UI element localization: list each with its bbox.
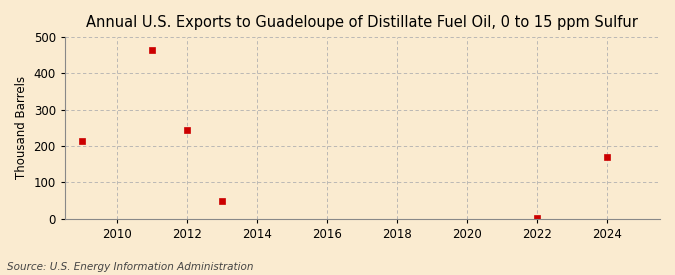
Text: Source: U.S. Energy Information Administration: Source: U.S. Energy Information Administ… (7, 262, 253, 272)
Y-axis label: Thousand Barrels: Thousand Barrels (15, 76, 28, 179)
Title: Annual U.S. Exports to Guadeloupe of Distillate Fuel Oil, 0 to 15 ppm Sulfur: Annual U.S. Exports to Guadeloupe of Dis… (86, 15, 639, 30)
